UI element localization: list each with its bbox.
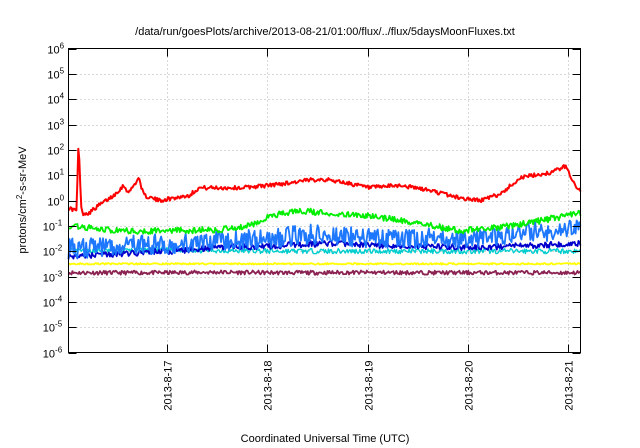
series-line bbox=[67, 147, 582, 217]
y-tick-label: 10-4 bbox=[43, 295, 63, 310]
y-tick-label: 10-5 bbox=[43, 320, 63, 335]
y-tick-label-exponent: -2 bbox=[55, 244, 63, 253]
series-line bbox=[67, 219, 582, 259]
x-tick-label: 2013-8-21 bbox=[564, 361, 576, 411]
y-axis-label-superscript: 2 bbox=[15, 194, 24, 199]
series-line bbox=[67, 262, 581, 266]
y-tick-label-base: 10 bbox=[47, 95, 59, 107]
y-tick-label-base: 10 bbox=[43, 247, 55, 259]
y-tick-label-exponent: -5 bbox=[55, 320, 63, 329]
y-tick-label-exponent: -6 bbox=[55, 346, 63, 355]
y-tick-label-base: 10 bbox=[43, 298, 55, 310]
y-tick-label-base: 10 bbox=[47, 171, 59, 183]
y-tick-label-base: 10 bbox=[43, 273, 55, 285]
y-tick-label-exponent: 6 bbox=[60, 42, 65, 51]
y-tick-label-base: 10 bbox=[47, 121, 59, 133]
y-tick-label-exponent: -1 bbox=[55, 219, 63, 228]
y-tick-label: 105 bbox=[47, 67, 64, 82]
y-tick-label: 10-1 bbox=[43, 219, 63, 234]
x-tick-label: 2013-8-17 bbox=[163, 361, 175, 411]
chart-title: /data/run/goesPlots/archive/2013-08-21/0… bbox=[135, 26, 515, 38]
y-tick-label: 100 bbox=[47, 194, 64, 209]
y-tick-label-exponent: -4 bbox=[55, 295, 63, 304]
plot-frame bbox=[68, 48, 581, 353]
x-tick-label: 2013-8-18 bbox=[263, 361, 275, 411]
y-tick-label: 10-3 bbox=[43, 270, 63, 285]
x-tick-label: 2013-8-19 bbox=[364, 361, 376, 411]
y-tick-label-base: 10 bbox=[47, 70, 59, 82]
y-tick-label-exponent: -3 bbox=[55, 270, 63, 279]
y-tick-label-base: 10 bbox=[43, 323, 55, 335]
y-axis-label-main: protons/cm bbox=[17, 199, 29, 253]
y-tick-labels: 10610510410310210110010-110-210-310-410-… bbox=[43, 42, 65, 361]
y-tick-label-exponent: 2 bbox=[60, 143, 65, 152]
x-tick-labels: 2013-8-17 2013-8-18 2013-8-19 2013-8-20 2013… bbox=[163, 361, 576, 411]
grid bbox=[68, 48, 581, 353]
y-tick-label: 104 bbox=[47, 92, 64, 107]
y-tick-label: 10-6 bbox=[43, 346, 63, 361]
y-tick-label: 101 bbox=[47, 168, 64, 183]
y-tick-label-exponent: 5 bbox=[60, 67, 65, 76]
x-axis-label: Coordinated Universal Time (UTC) bbox=[241, 433, 410, 445]
series-line bbox=[68, 207, 582, 235]
y-tick-label-base: 10 bbox=[43, 349, 55, 361]
y-tick-label: 103 bbox=[47, 118, 64, 133]
y-tick-label-base: 10 bbox=[47, 146, 59, 158]
ticks bbox=[68, 48, 581, 354]
y-tick-label-exponent: 3 bbox=[60, 118, 65, 127]
y-tick-label: 102 bbox=[47, 143, 64, 158]
y-tick-label-base: 10 bbox=[47, 45, 59, 57]
y-axis-label: protons/cm2-s-sr-MeV bbox=[15, 146, 29, 254]
x-tick-label: 2013-8-20 bbox=[464, 361, 476, 411]
y-tick-label: 10-2 bbox=[43, 244, 63, 259]
y-tick-label-base: 10 bbox=[43, 222, 55, 234]
y-axis-label-unit: -s-sr-MeV bbox=[17, 146, 29, 195]
y-tick-label-exponent: 1 bbox=[60, 168, 65, 177]
y-tick-label-base: 10 bbox=[47, 197, 59, 209]
series-line bbox=[67, 269, 582, 276]
y-tick-label-exponent: 4 bbox=[60, 92, 65, 101]
y-tick-label-exponent: 0 bbox=[60, 194, 65, 203]
y-tick-label: 106 bbox=[47, 42, 64, 57]
series-group bbox=[67, 147, 582, 276]
